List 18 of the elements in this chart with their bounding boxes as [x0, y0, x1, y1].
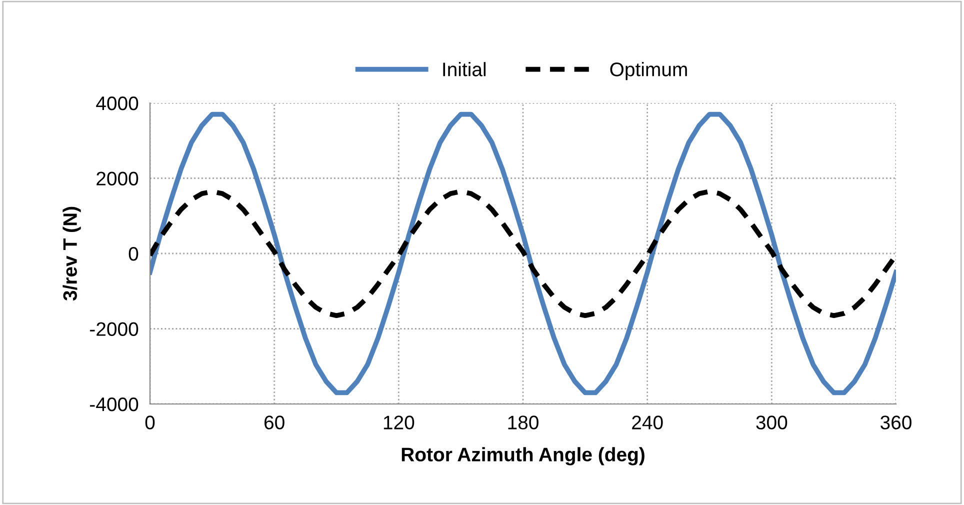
y-tick-label: 0: [128, 246, 138, 261]
x-tick-label: 240: [632, 416, 663, 430]
x-tick-label: 0: [145, 416, 155, 430]
line-series: [150, 188, 896, 318]
x-tick-label: 300: [756, 416, 788, 430]
y-tick-label: 2000: [96, 172, 138, 186]
x-tick-label: 120: [384, 416, 414, 430]
y-tick-label: -2000: [90, 322, 138, 336]
y-axis-title: 3/rev T (N): [62, 206, 81, 301]
x-axis-title: Rotor Azimuth Angle (deg): [402, 447, 644, 466]
line-series: [150, 112, 896, 396]
legend-label: Optimum: [610, 62, 687, 80]
x-tick-label: 360: [880, 416, 912, 430]
legend-label: Initial: [443, 62, 486, 76]
y-tick-label: -4000: [90, 397, 138, 412]
x-tick-label: 60: [264, 416, 284, 430]
y-tick-label: 4000: [96, 96, 138, 110]
x-tick-label: 180: [508, 416, 538, 430]
